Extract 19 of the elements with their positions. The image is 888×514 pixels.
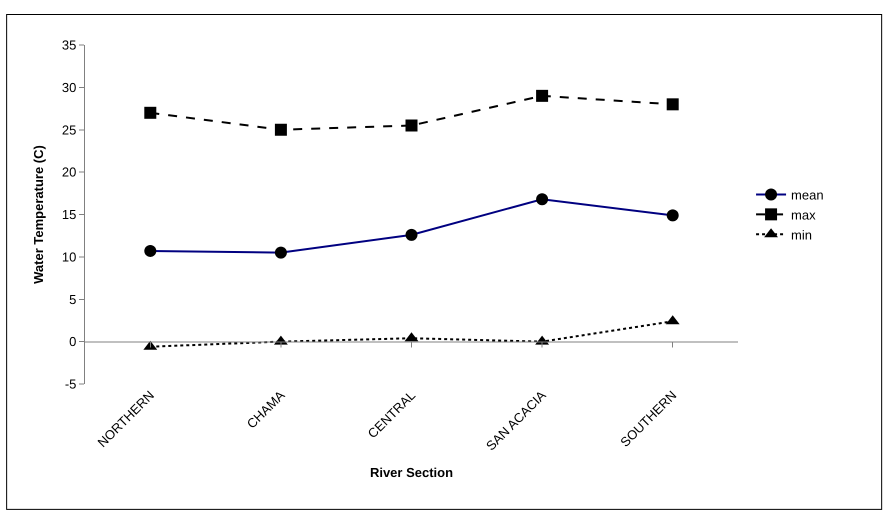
y-tick-label: 35 — [62, 38, 76, 53]
point — [274, 124, 287, 136]
legend-label: mean — [791, 188, 824, 203]
y-tick-label: -5 — [64, 376, 76, 392]
y-tick-label: 15 — [62, 207, 76, 222]
y-tick-label: 25 — [62, 122, 76, 138]
y-tick-label: 30 — [62, 80, 76, 95]
legend-label: min — [791, 227, 812, 242]
y-tick-label: 10 — [62, 249, 76, 264]
x-axis-title: River Section — [370, 464, 454, 480]
legend-label: max — [791, 207, 816, 222]
y-tick-label: 20 — [62, 164, 76, 180]
point — [666, 98, 679, 110]
y-axis-title: Water Temperature (C) — [30, 145, 46, 284]
point — [144, 106, 156, 119]
point — [406, 120, 418, 132]
point — [536, 90, 548, 102]
y-tick-label: 5 — [69, 292, 76, 307]
y-tick-label: 0 — [69, 334, 76, 350]
